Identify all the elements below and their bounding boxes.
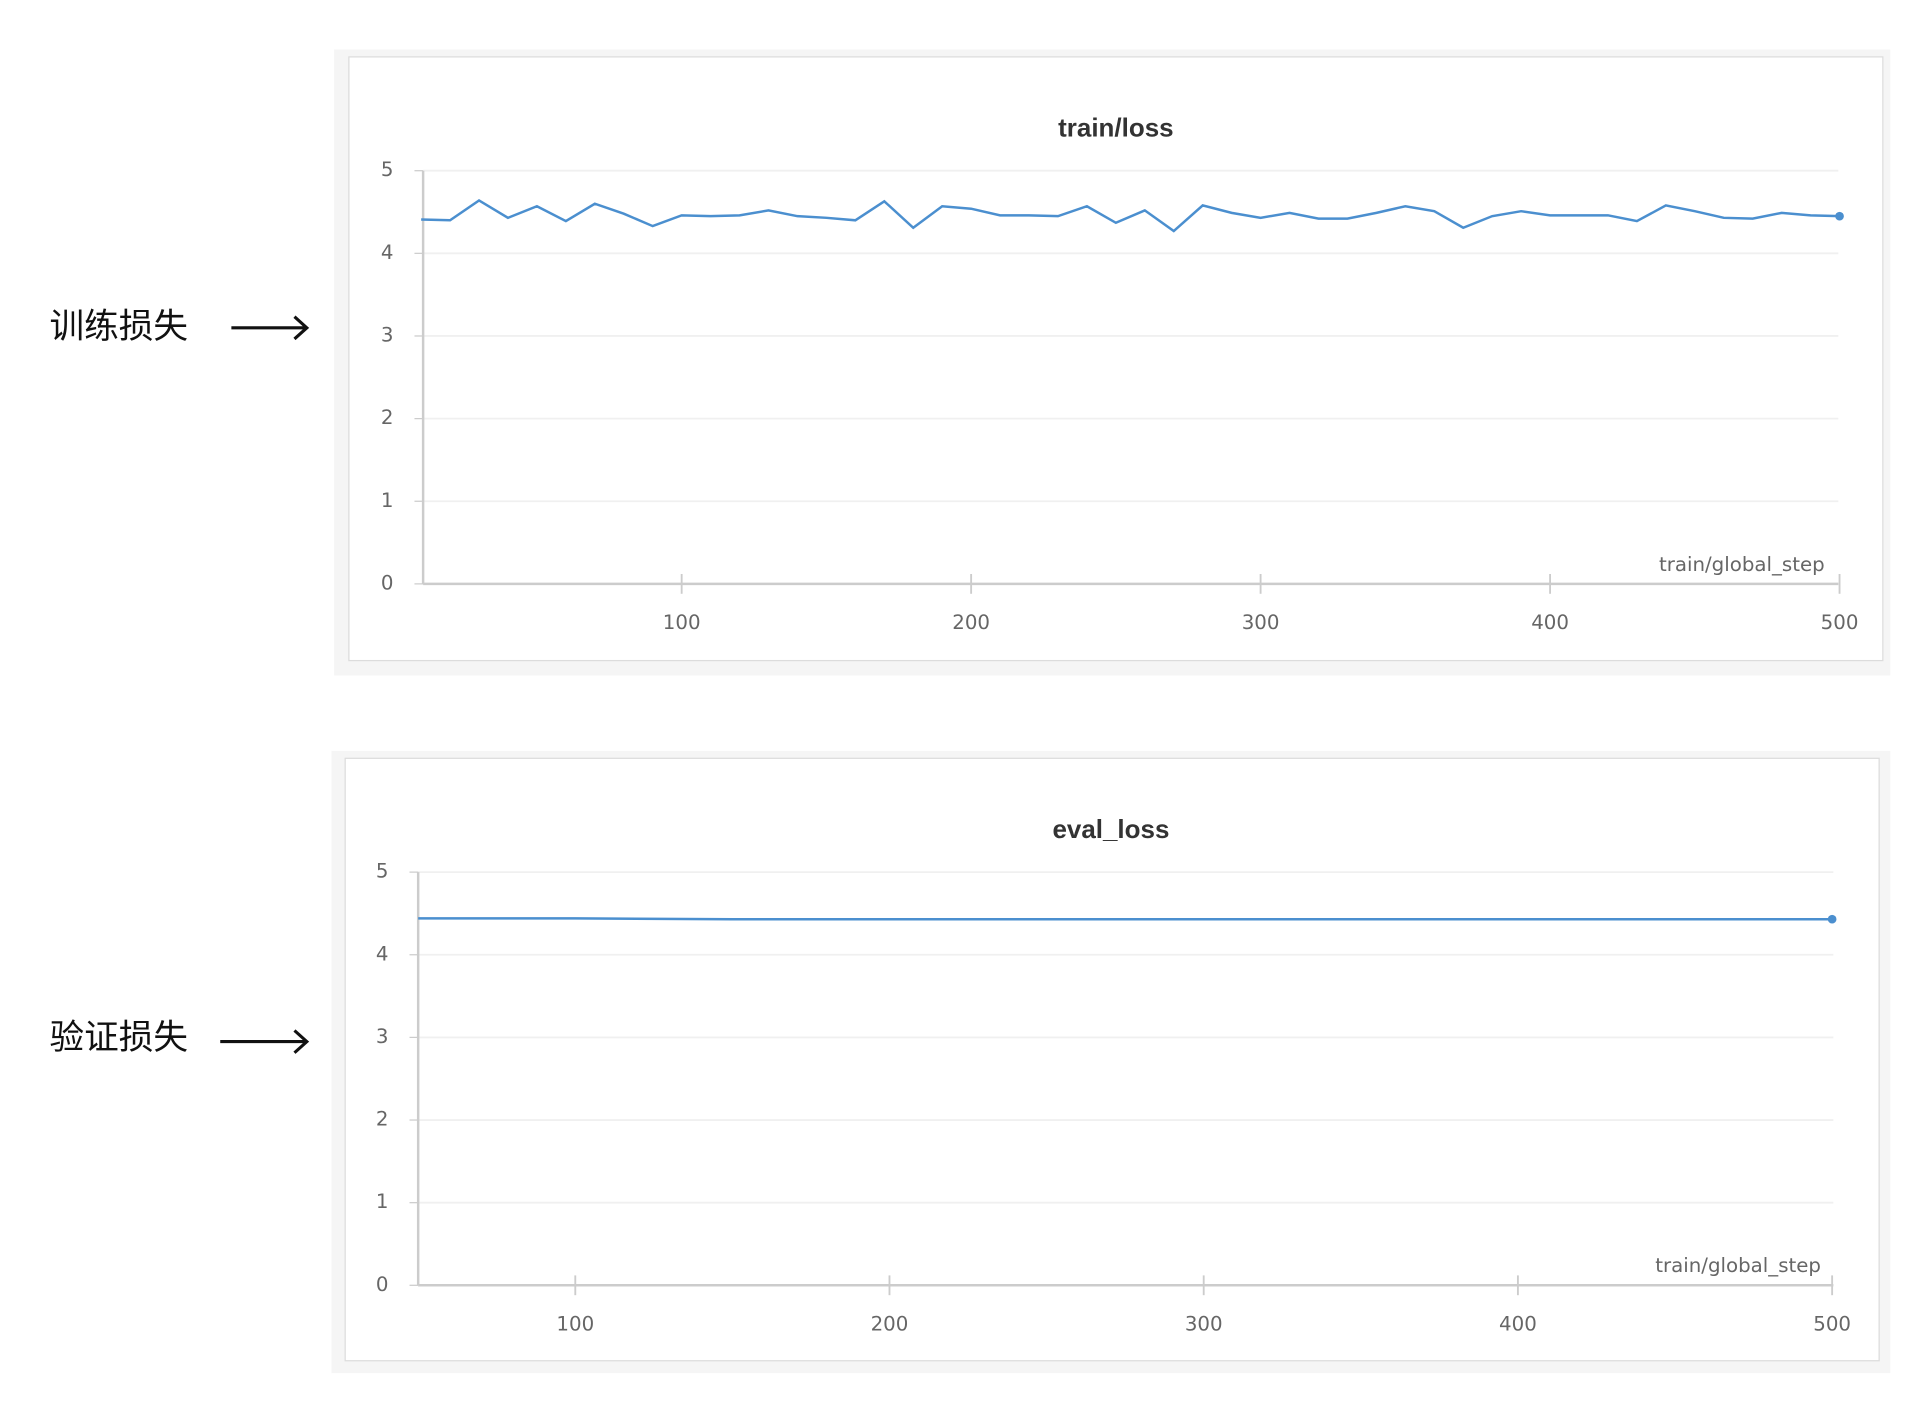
y-tick-label: 5: [376, 860, 389, 883]
x-tick-label: 100: [556, 1312, 594, 1335]
last-point: [1827, 914, 1837, 924]
y-tick-label: 3: [381, 323, 394, 346]
x-tick-label: 400: [1531, 611, 1569, 634]
y-tick-label: 0: [381, 571, 394, 594]
panel: [348, 56, 1884, 662]
x-tick-label: 400: [1499, 1312, 1537, 1335]
x-tick-label: 200: [952, 611, 990, 634]
x-tick-label: 300: [1242, 611, 1280, 634]
y-tick-label: 4: [376, 942, 389, 965]
arrow: [220, 1029, 310, 1054]
annotation: 训练损失: [50, 307, 189, 347]
chart-title: eval_loss: [1052, 814, 1169, 844]
y-tick-label: 1: [376, 1190, 389, 1213]
y-tick-label: 0: [376, 1273, 389, 1296]
y-tick-label: 2: [381, 406, 394, 429]
y-tick-label: 4: [381, 241, 394, 264]
panel: [344, 757, 1880, 1362]
y-tick-label: 1: [381, 489, 394, 512]
annotation: 验证损失: [50, 1018, 189, 1058]
x-tick-label: 200: [871, 1312, 909, 1335]
arrow: [231, 315, 310, 341]
last-point: [1835, 211, 1844, 221]
x-axis-label: train/global_step: [1655, 1254, 1821, 1277]
x-axis-label: train/global_step: [1659, 553, 1825, 576]
y-tick-label: 5: [381, 158, 394, 181]
y-tick-label: 3: [376, 1025, 389, 1048]
x-tick-label: 500: [1821, 611, 1859, 634]
x-tick-label: 500: [1813, 1312, 1851, 1335]
x-tick-label: 300: [1185, 1312, 1223, 1335]
chart-title: train/loss: [1058, 113, 1173, 143]
series-line: [418, 917, 1833, 921]
series-line: [421, 198, 1840, 233]
y-tick-label: 2: [376, 1108, 389, 1131]
x-tick-label: 100: [663, 611, 701, 634]
